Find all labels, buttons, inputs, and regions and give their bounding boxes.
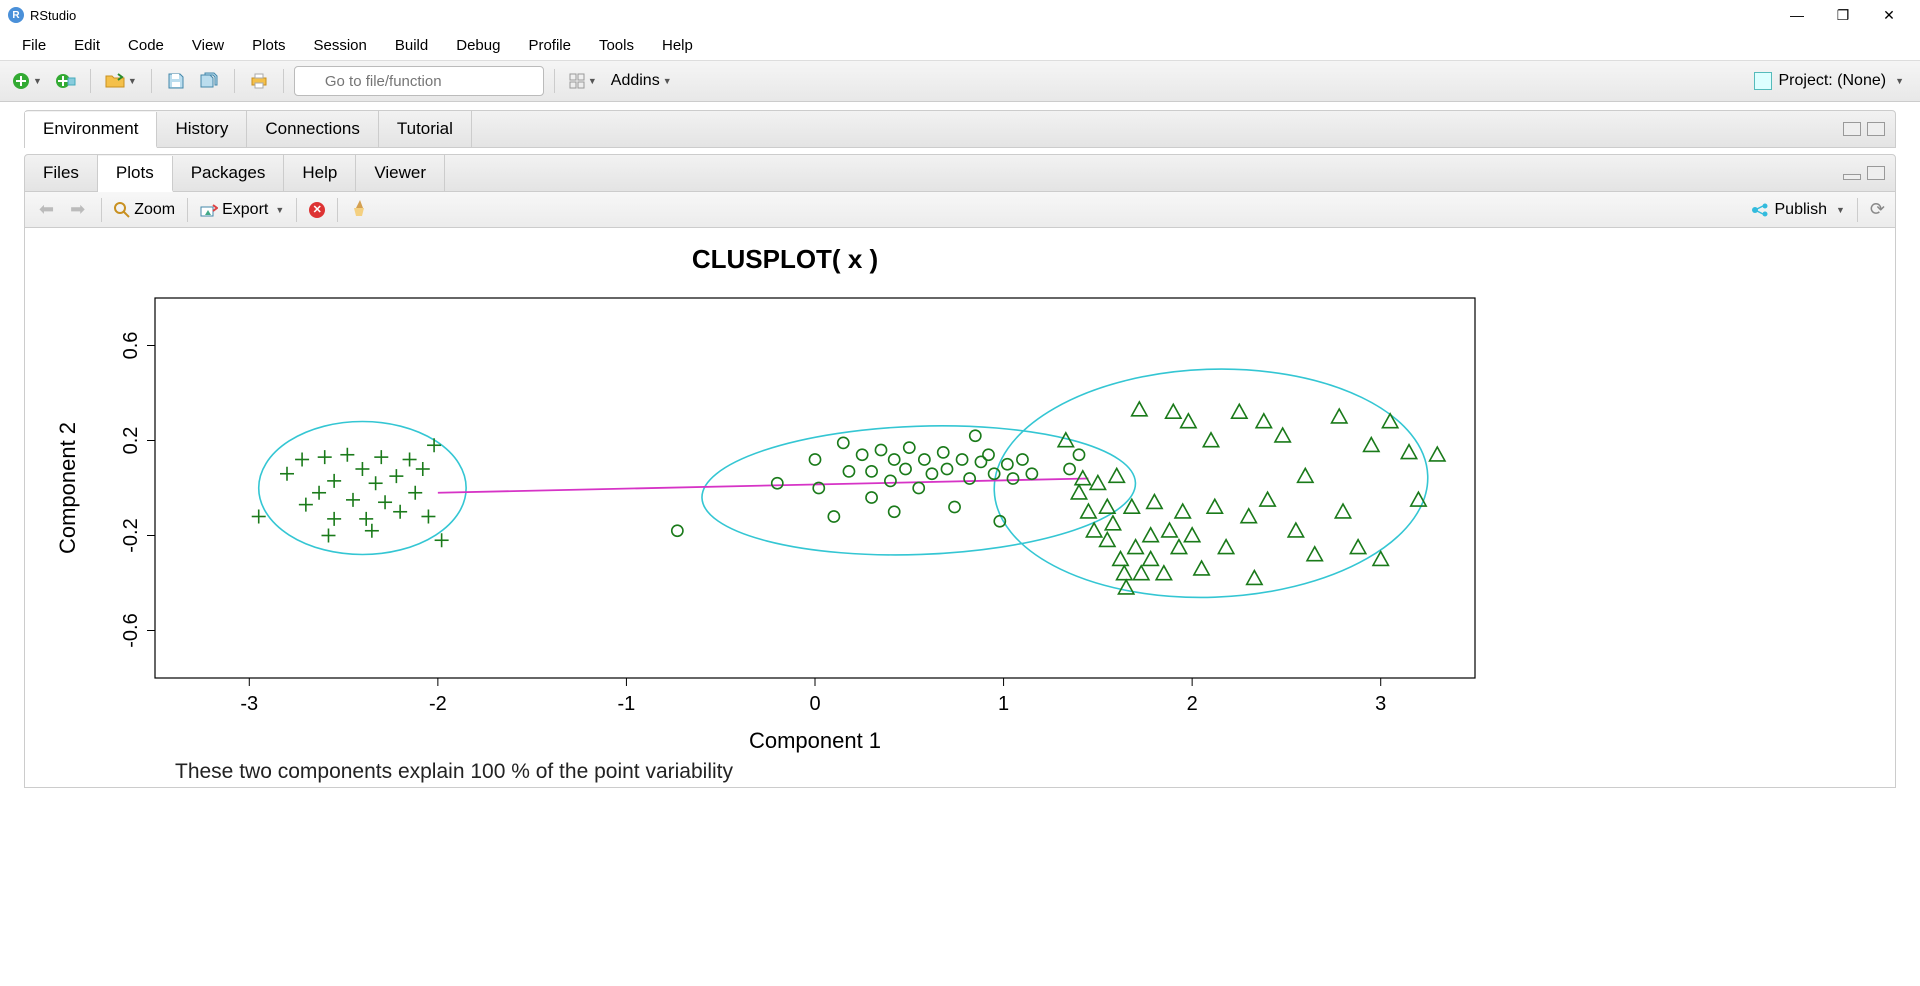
menubar: FileEditCodeViewPlotsSessionBuildDebugPr… [0,30,1920,60]
magnifier-icon [114,202,130,218]
publish-label: Publish [1775,201,1827,219]
chevron-down-icon: ▼ [33,76,42,86]
separator [151,69,152,93]
svg-text:-2: -2 [429,693,447,715]
tab-connections[interactable]: Connections [247,111,379,147]
publish-icon [1751,202,1769,218]
export-label: Export [222,201,268,219]
svg-text:These two components explain 1: These two components explain 100 % of th… [175,760,733,783]
new-file-button[interactable]: ▼ [8,67,46,95]
plot-area: CLUSPLOT( x ) -3 -2 -1 0 1 2 3 -0.6 -0.2 0.2 0.6 Com… [24,228,1896,788]
svg-text:3: 3 [1375,693,1386,715]
maximize-button[interactable]: ❐ [1820,0,1866,30]
tab-help[interactable]: Help [284,155,356,191]
separator [187,198,188,222]
separator [1857,198,1858,222]
svg-text:0.6: 0.6 [120,332,142,360]
pane-collapse-icon[interactable] [1843,122,1861,136]
project-label-text: Project: (None) [1778,72,1886,90]
goto-file-wrap: ➜ [294,66,544,96]
menu-build[interactable]: Build [381,33,442,58]
remove-plot-button[interactable]: ✕ [309,202,325,218]
menu-view[interactable]: View [178,33,238,58]
menu-tools[interactable]: Tools [585,33,648,58]
titlebar: R RStudio — ❐ ✕ [0,0,1920,30]
separator [101,198,102,222]
plot-next-button[interactable]: ➡ [66,199,89,220]
menu-plots[interactable]: Plots [238,33,299,58]
separator [90,69,91,93]
menu-help[interactable]: Help [648,33,707,58]
minimize-button[interactable]: — [1774,0,1820,30]
separator [283,69,284,93]
svg-text:0: 0 [809,693,820,715]
save-button[interactable] [162,67,190,95]
svg-text:-0.2: -0.2 [120,518,142,552]
upper-pane-tabs: EnvironmentHistoryConnectionsTutorial [24,110,1896,148]
plot-toolbar: ⬅ ➡ Zoom Export ▼ ✕ Publish ▼ ⟳ [24,192,1896,228]
separator [296,198,297,222]
tab-tutorial[interactable]: Tutorial [379,111,472,147]
svg-text:2: 2 [1187,693,1198,715]
tab-viewer[interactable]: Viewer [356,155,445,191]
clear-plots-button[interactable] [350,199,366,220]
addins-label: Addins [611,72,660,90]
pane-minimize-icon[interactable] [1843,174,1861,180]
zoom-button[interactable]: Zoom [114,201,175,219]
refresh-plot-button[interactable]: ⟳ [1870,199,1885,220]
chevron-down-icon: ▼ [1895,76,1904,86]
chevron-down-icon: ▼ [1836,205,1845,215]
pane-maximize-icon[interactable] [1867,122,1885,136]
lower-pane-tabs: FilesPlotsPackagesHelpViewer [24,154,1896,192]
open-file-button[interactable]: ▼ [101,67,141,95]
addins-button[interactable]: Addins ▼ [607,67,676,95]
chevron-down-icon: ▼ [588,76,597,86]
chevron-down-icon: ▼ [275,205,284,215]
export-icon [200,203,218,217]
tab-files[interactable]: Files [25,155,98,191]
grid-view-button[interactable]: ▼ [565,67,601,95]
svg-text:-1: -1 [618,693,636,715]
main-toolbar: ▼ ▼ ➜ ▼ Addins ▼ Project: (None) ▼ [0,60,1920,102]
window-title: RStudio [30,8,76,23]
svg-text:-3: -3 [240,693,258,715]
plot-prev-button[interactable]: ⬅ [35,199,58,220]
menu-profile[interactable]: Profile [514,33,585,58]
menu-file[interactable]: File [8,33,60,58]
export-button[interactable]: Export ▼ [200,201,284,219]
tab-history[interactable]: History [157,111,247,147]
menu-edit[interactable]: Edit [60,33,114,58]
menu-code[interactable]: Code [114,33,178,58]
clusplot-chart: CLUSPLOT( x ) -3 -2 -1 0 1 2 3 -0.6 -0.2 0.2 0.6 Com… [25,228,1505,788]
publish-button[interactable]: Publish ▼ [1751,201,1845,219]
rstudio-app-icon: R [8,7,24,23]
svg-text:1: 1 [998,693,1009,715]
tab-packages[interactable]: Packages [173,155,285,191]
tab-environment[interactable]: Environment [25,112,157,148]
menu-session[interactable]: Session [300,33,381,58]
close-button[interactable]: ✕ [1866,0,1912,30]
new-project-button[interactable] [52,67,80,95]
chevron-down-icon: ▼ [128,76,137,86]
print-button[interactable] [245,67,273,95]
r-project-icon [1754,72,1772,90]
zoom-label: Zoom [134,201,175,219]
chevron-down-icon: ▼ [663,76,672,86]
separator [337,198,338,222]
save-all-button[interactable] [196,67,224,95]
separator [554,69,555,93]
goto-file-input[interactable] [294,66,544,96]
svg-text:Component 1: Component 1 [749,728,881,753]
svg-text:-0.6: -0.6 [120,613,142,647]
svg-text:Component 2: Component 2 [55,422,80,554]
pane-maximize-icon[interactable] [1867,166,1885,180]
svg-text:CLUSPLOT( x ): CLUSPLOT( x ) [692,244,878,274]
separator [234,69,235,93]
menu-debug[interactable]: Debug [442,33,514,58]
project-selector[interactable]: Project: (None) ▼ [1746,72,1912,90]
svg-text:0.2: 0.2 [120,427,142,455]
tab-plots[interactable]: Plots [98,156,173,192]
